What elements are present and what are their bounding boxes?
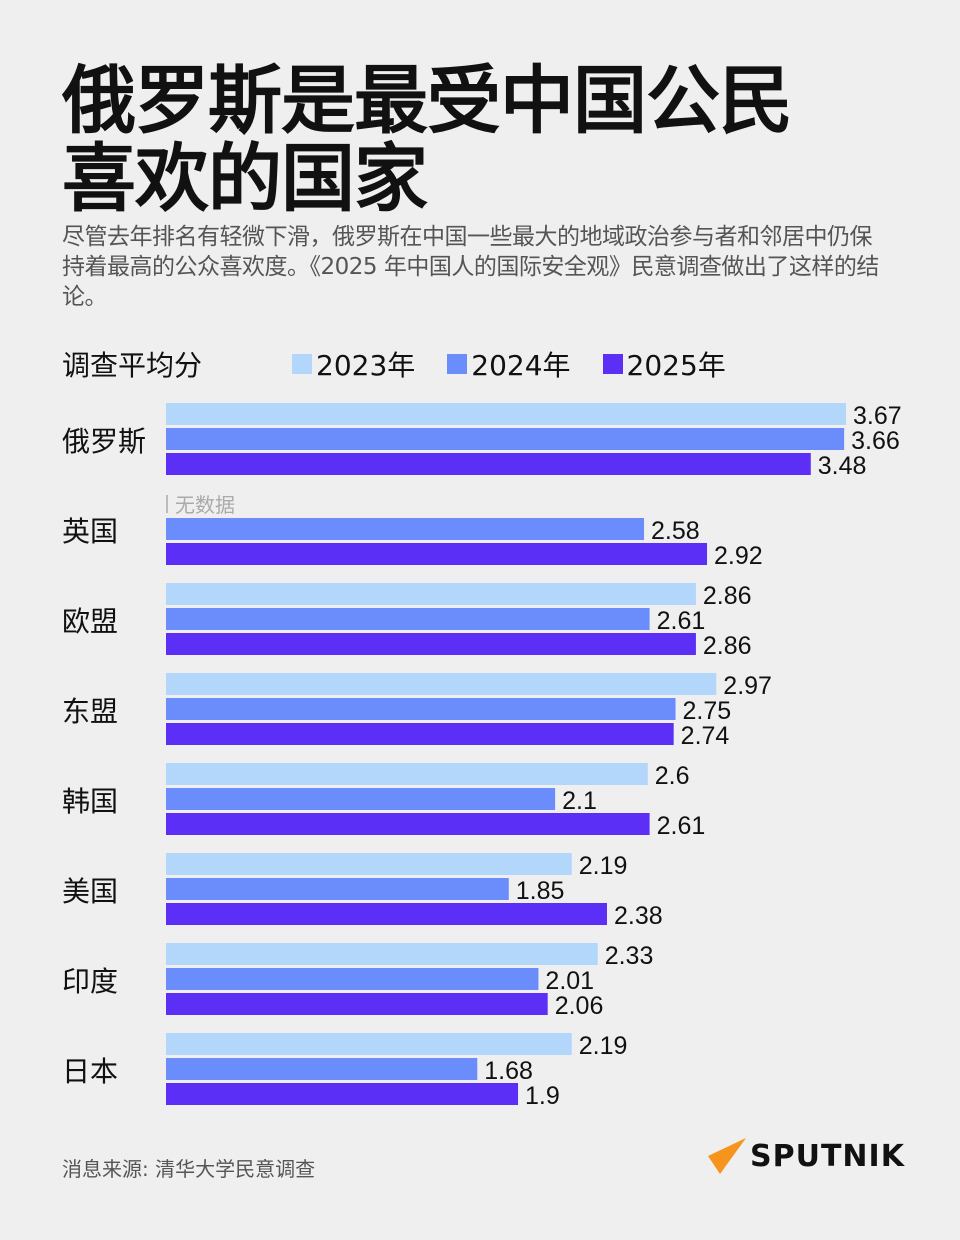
bar (166, 813, 650, 835)
data-label: 3.66 (851, 427, 900, 455)
data-label: 3.67 (853, 402, 902, 430)
category-label: 英国 (62, 515, 118, 548)
category-label: 日本 (62, 1055, 118, 1088)
data-label: 2.86 (703, 632, 752, 660)
legend-item-2025: 2025年 (602, 344, 726, 384)
data-label: 2.58 (651, 517, 700, 545)
logo-text: SPUTNIK (750, 1138, 905, 1174)
bar (166, 878, 509, 900)
category-label: 东盟 (62, 695, 118, 728)
data-label: 2.86 (703, 582, 752, 610)
no-data-label: 无数据 (175, 493, 235, 517)
legend-swatch (447, 354, 468, 374)
axis-label: 调查平均分 (62, 349, 203, 382)
bar (166, 608, 650, 630)
legend-label: 2024年 (471, 349, 571, 382)
page-title: 俄罗斯是最受中国公民 喜欢的国家 (62, 58, 793, 222)
sputnik-logo: SPUTNIK (706, 1136, 905, 1176)
data-label: 3.48 (818, 452, 867, 480)
legend-label: 2025年 (626, 349, 726, 382)
legend-label: 2023年 (316, 349, 416, 382)
data-label: 2.06 (555, 992, 604, 1020)
data-label: 1.68 (484, 1057, 533, 1085)
title-line-1: 俄罗斯是最受中国公民 (62, 58, 793, 144)
bar (166, 1083, 519, 1105)
title-line-2: 喜欢的国家 (62, 136, 428, 222)
data-label: 2.97 (723, 672, 772, 700)
bar (166, 403, 846, 425)
sputnik-logo-icon (708, 1138, 746, 1174)
bar (166, 698, 676, 720)
bar (166, 1058, 478, 1080)
bar (166, 518, 645, 540)
bar (166, 968, 539, 990)
data-label: 2.1 (562, 787, 597, 815)
bar (166, 853, 572, 875)
data-label: 2.01 (545, 967, 594, 995)
data-label: 2.61 (657, 812, 706, 840)
category-label: 韩国 (62, 785, 118, 818)
bar (166, 543, 708, 565)
data-label: 1.9 (525, 1082, 560, 1110)
category-label: 俄罗斯 (62, 425, 146, 458)
data-label: 2.92 (714, 542, 763, 570)
category-label: 美国 (62, 875, 118, 908)
data-label: 2.6 (655, 762, 690, 790)
legend-swatch (602, 354, 623, 374)
data-label: 2.33 (605, 942, 654, 970)
bar (166, 763, 648, 785)
data-label: 2.61 (657, 607, 706, 635)
data-label: 2.19 (579, 1032, 628, 1060)
legend-swatch (292, 354, 312, 374)
bar (166, 633, 696, 655)
bar (166, 903, 607, 925)
category-label: 印度 (62, 965, 118, 998)
bar (166, 943, 598, 965)
data-label: 2.38 (614, 902, 663, 930)
subtitle: 尽管去年排名有轻微下滑，俄罗斯在中国一些最大的地域政治参与者和邻居中仍保持着最高… (62, 224, 879, 310)
legend-item-2024: 2024年 (447, 344, 571, 384)
bar (166, 788, 556, 810)
data-label: 2.75 (683, 697, 732, 725)
bar (166, 673, 717, 695)
legend: 2023年 2024年 2025年 (292, 344, 726, 384)
bar (166, 723, 674, 745)
bar (166, 583, 696, 605)
legend-item-2023: 2023年 (292, 344, 415, 384)
category-label: 欧盟 (62, 605, 118, 638)
source-note: 消息来源: 清华大学民意调查 (62, 1157, 316, 1181)
bar (166, 453, 811, 475)
bar (166, 993, 548, 1015)
data-label: 2.74 (681, 722, 730, 750)
data-label: 1.85 (516, 877, 565, 905)
data-label: 2.19 (579, 852, 628, 880)
bar (166, 1033, 572, 1055)
bar (166, 428, 845, 450)
